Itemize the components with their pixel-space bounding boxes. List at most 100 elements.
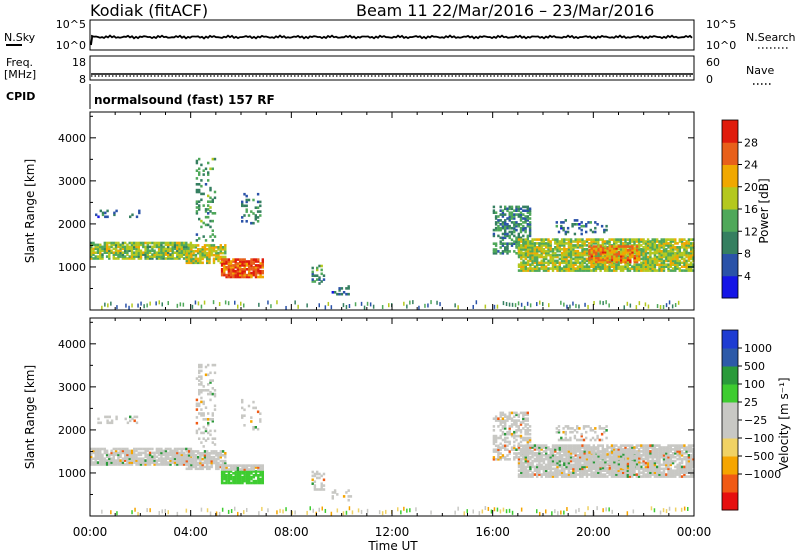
power-cell [229,269,233,273]
power-cell [211,200,214,203]
y-tick-label: 3000 [58,175,86,188]
power-cell [656,244,659,247]
power-cell [622,238,625,241]
power-cell [545,244,548,247]
power-cell [508,215,511,218]
power-cell [508,226,511,230]
velocity-cell [613,451,616,454]
power-cell [558,253,561,257]
power-cell [649,244,652,247]
power-cell [153,241,156,245]
power-cell [234,264,237,267]
velocity-cell [631,473,634,476]
velocity-cell [245,464,249,467]
power-cell [513,228,516,232]
power-cell [209,200,212,203]
velocity-cell [658,473,661,476]
power-cell [229,275,233,279]
power-cell [142,245,145,249]
power-cell [583,253,586,257]
velocity-cell [241,466,244,469]
velocity-cell [92,457,95,460]
velocity-cell [651,454,654,457]
velocity-cell [524,423,527,426]
power-cell [671,251,675,255]
velocity-cell [128,457,131,460]
power-cell [617,267,620,270]
velocity-cell [220,464,224,467]
power-cell [565,253,568,257]
power-cell [528,207,532,211]
power-cell [615,238,618,241]
power-cell [248,260,251,263]
velocity-cell [556,461,559,465]
velocity-cell [590,466,593,470]
velocity-cell [90,463,93,466]
power-cell [515,205,518,209]
velocity-cell [316,488,319,491]
power-cell [155,241,159,245]
power-cell [591,230,595,234]
power-cell [529,253,532,257]
power-cell [162,251,165,254]
power-cell [182,241,186,245]
velocity-cell [676,446,679,449]
velocity-cell [202,418,205,421]
power-cell [526,301,529,306]
velocity-cell [588,451,591,454]
velocity-cell [137,459,140,462]
velocity-cell [501,419,505,422]
velocity-cell [576,446,580,449]
power-cell [669,248,672,251]
velocity-cell [197,455,200,459]
velocity-cell [653,467,657,471]
power-cell [572,253,575,257]
power-cell [162,257,165,260]
velocity-cell [239,474,242,477]
velocity-cell [667,450,670,453]
velocity-cell [585,425,588,428]
power-cell [494,217,498,220]
velocity-cell [649,446,652,449]
velocity-cell [619,450,623,453]
velocity-cell [538,454,541,457]
power-cell [250,273,253,277]
power-cell [680,251,684,255]
velocity-cell [671,444,675,447]
power-cell [658,249,661,253]
power-cell [658,248,661,251]
velocity-cell [173,457,177,460]
power-cell [588,267,591,270]
power-cell [213,235,217,238]
velocity-cell [665,452,668,455]
power-cell [615,267,618,270]
velocity-cell [522,473,525,476]
velocity-cell [574,454,577,457]
velocity-cell [610,457,614,460]
power-cell [522,246,525,249]
velocity-cell [101,463,104,466]
power-cell [540,259,543,263]
power-cell [551,269,555,272]
power-cell [601,252,605,256]
power-cell [347,292,350,296]
velocity-cell [583,463,586,467]
power-cell [121,253,125,256]
velocity-cell [567,457,571,461]
velocity-cell [517,457,521,461]
power-cell [210,246,213,249]
power-cell [656,248,659,251]
power-cell [560,224,563,228]
velocity-cell [583,452,586,455]
power-cell [499,226,502,230]
power-cell [155,301,157,306]
velocity-cell [658,469,661,472]
velocity-cell [594,465,598,469]
velocity-cell [349,495,353,498]
power-cell [610,261,614,265]
power-cell [588,238,591,241]
power-cell [556,255,559,259]
velocity-cell [558,471,561,474]
power-cell [599,263,602,266]
power-cell [146,243,149,247]
